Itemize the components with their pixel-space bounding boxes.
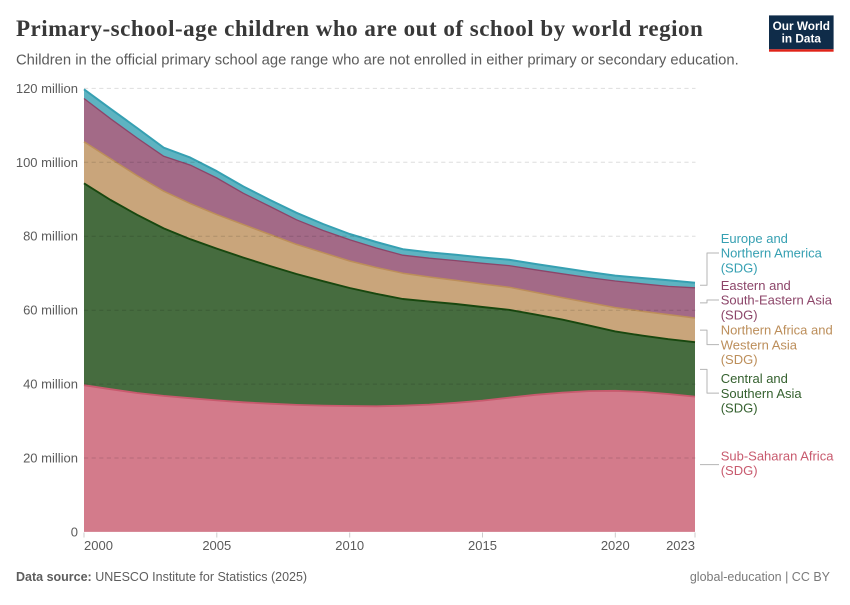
svg-text:Southern Asia: Southern Asia	[721, 386, 803, 401]
svg-text:(SDG): (SDG)	[721, 401, 758, 416]
svg-text:Northern America: Northern America	[721, 246, 823, 261]
svg-text:2005: 2005	[202, 538, 231, 553]
svg-text:Primary-school-age children wh: Primary-school-age children who are out …	[16, 16, 703, 41]
svg-text:120 million: 120 million	[16, 81, 78, 96]
svg-text:100 million: 100 million	[16, 155, 78, 170]
svg-text:40 million: 40 million	[23, 377, 78, 392]
svg-text:2000: 2000	[84, 538, 113, 553]
svg-text:Children in the official prima: Children in the official primary school …	[16, 53, 739, 69]
svg-text:South-Eastern Asia: South-Eastern Asia	[721, 293, 833, 308]
svg-text:(SDG): (SDG)	[721, 463, 758, 478]
svg-text:Western Asia: Western Asia	[721, 337, 798, 352]
svg-text:Central and: Central and	[721, 371, 788, 386]
svg-text:2023: 2023	[666, 538, 695, 553]
svg-text:0: 0	[71, 524, 78, 539]
svg-text:2010: 2010	[335, 538, 364, 553]
svg-text:Sub-Saharan Africa: Sub-Saharan Africa	[721, 448, 835, 463]
svg-text:Data source: UNESCO Institute: Data source: UNESCO Institute for Statis…	[16, 570, 307, 584]
svg-text:Our World: Our World	[773, 19, 830, 33]
svg-text:80 million: 80 million	[23, 229, 78, 244]
svg-text:20 million: 20 million	[23, 451, 78, 466]
svg-text:in Data: in Data	[782, 32, 822, 46]
svg-text:2020: 2020	[601, 538, 630, 553]
svg-text:2015: 2015	[468, 538, 497, 553]
svg-text:60 million: 60 million	[23, 303, 78, 318]
svg-text:global-education | CC BY: global-education | CC BY	[690, 570, 831, 584]
svg-text:Europe and: Europe and	[721, 231, 788, 246]
svg-text:(SDG): (SDG)	[721, 307, 758, 322]
svg-text:(SDG): (SDG)	[721, 352, 758, 367]
svg-text:Northern Africa and: Northern Africa and	[721, 323, 833, 338]
svg-text:(SDG): (SDG)	[721, 260, 758, 275]
svg-text:Eastern and: Eastern and	[721, 278, 791, 293]
